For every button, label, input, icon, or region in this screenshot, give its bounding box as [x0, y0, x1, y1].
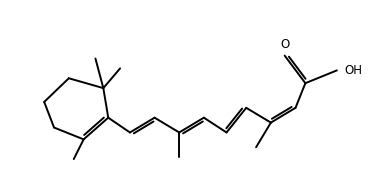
Text: O: O	[280, 38, 289, 51]
Text: OH: OH	[345, 64, 363, 77]
